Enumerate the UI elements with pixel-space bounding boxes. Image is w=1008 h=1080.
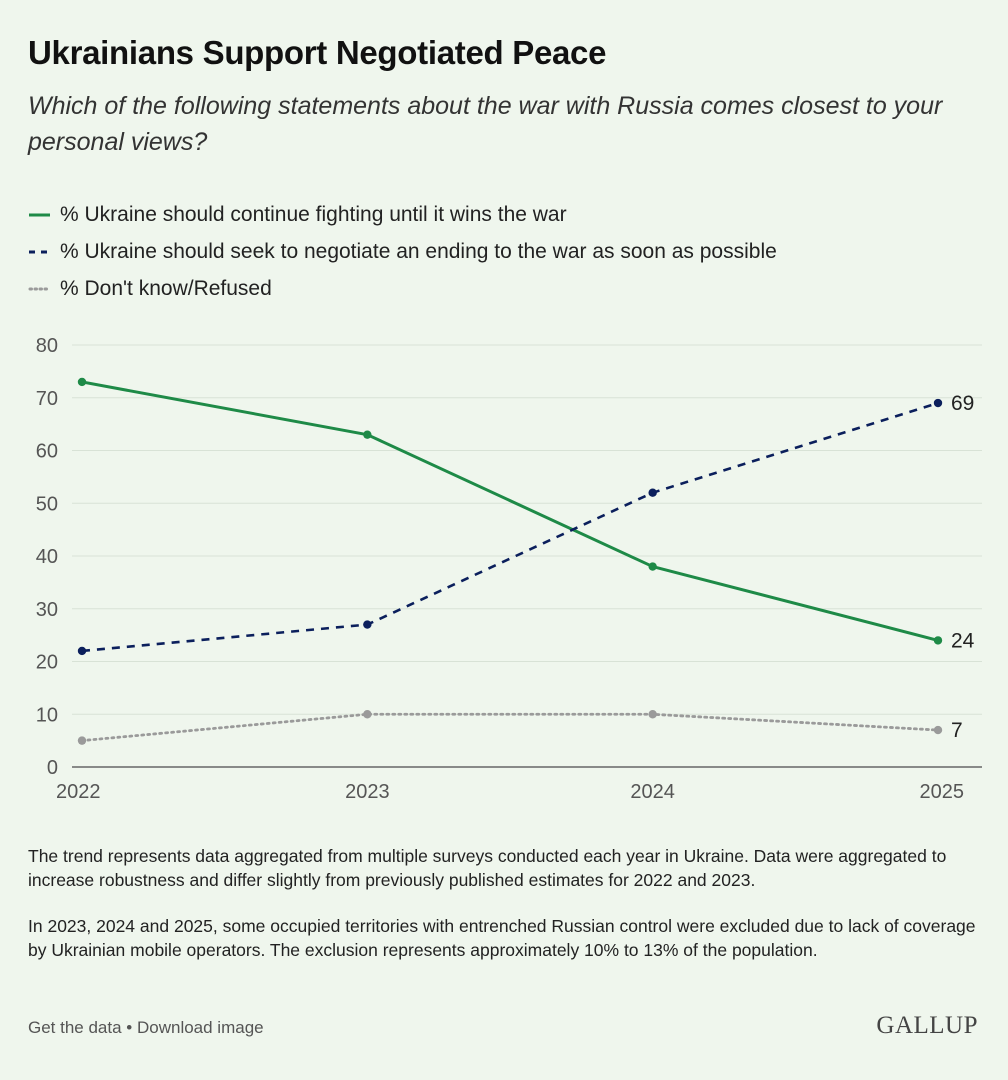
data-point-negotiate-2025 <box>933 398 943 408</box>
x-tick-label-2025: 2025 <box>920 781 965 803</box>
end-label-negotiate: 69 <box>951 392 974 415</box>
legend-swatch-dotted-icon <box>28 287 52 290</box>
y-tick-label-70: 70 <box>36 388 58 410</box>
legend-label-continue: % Ukraine should continue fighting until… <box>60 202 567 226</box>
y-tick-label-30: 30 <box>36 599 58 621</box>
get-data-link[interactable]: Get the data <box>28 1018 122 1037</box>
y-tick-label-0: 0 <box>47 757 58 779</box>
chart-subtitle: Which of the following statements about … <box>28 92 943 156</box>
data-point-negotiate-2023 <box>363 620 372 629</box>
end-label-dontknow: 7 <box>951 719 963 742</box>
x-tick-label-2023: 2023 <box>345 781 390 803</box>
legend-item-continue: % Ukraine should continue fighting until… <box>28 196 777 233</box>
legend-label-negotiate: % Ukraine should seek to negotiate an en… <box>60 239 777 263</box>
series-line-negotiate <box>81 401 939 653</box>
data-point-continue-2024 <box>648 562 657 571</box>
data-point-negotiate-2022 <box>77 646 87 656</box>
footer-separator: • <box>121 1018 137 1037</box>
data-point-dontknow-2023 <box>363 710 372 719</box>
legend-item-dontknow: % Don't know/Refused <box>28 270 777 307</box>
series-line-continue <box>81 380 939 642</box>
data-point-negotiate-2024 <box>648 488 657 497</box>
data-point-dontknow-2022 <box>77 736 87 745</box>
y-tick-label-20: 20 <box>36 652 58 674</box>
footer-links: Get the data • Download image <box>28 1018 264 1038</box>
gallup-logo: GALLUP <box>876 1012 978 1039</box>
legend-swatch-solid-icon <box>29 213 50 216</box>
legend-label-dontknow: % Don't know/Refused <box>60 276 272 300</box>
note-exclusion: In 2023, 2024 and 2025, some occupied te… <box>28 916 976 960</box>
data-point-continue-2022 <box>77 377 87 387</box>
legend-swatch-dashed-icon <box>29 250 50 253</box>
y-tick-label-40: 40 <box>36 546 58 568</box>
chart-title: Ukrainians Support Negotiated Peace <box>28 34 607 71</box>
data-point-continue-2025 <box>933 636 943 645</box>
download-image-link[interactable]: Download image <box>136 1018 264 1037</box>
data-point-dontknow-2024 <box>648 710 657 719</box>
x-tick-label-2022: 2022 <box>56 781 101 803</box>
legend-item-negotiate: % Ukraine should seek to negotiate an en… <box>28 233 777 270</box>
y-tick-label-50: 50 <box>36 493 58 515</box>
y-tick-label-60: 60 <box>36 441 58 463</box>
x-tick-label-2024: 2024 <box>630 781 675 803</box>
y-tick-label-80: 80 <box>36 335 58 357</box>
legend: % Ukraine should continue fighting until… <box>28 196 777 307</box>
data-point-continue-2023 <box>363 430 372 439</box>
note-methodology: The trend represents data aggregated fro… <box>28 846 947 890</box>
series-line-dontknow <box>80 712 940 743</box>
y-tick-label-10: 10 <box>36 704 58 726</box>
data-point-dontknow-2025 <box>933 725 943 735</box>
end-label-continue: 24 <box>951 629 975 652</box>
line-chart: 0 10 20 30 40 50 60 70 80 2022 2023 2024 2025 24 69 7 <box>36 335 982 803</box>
